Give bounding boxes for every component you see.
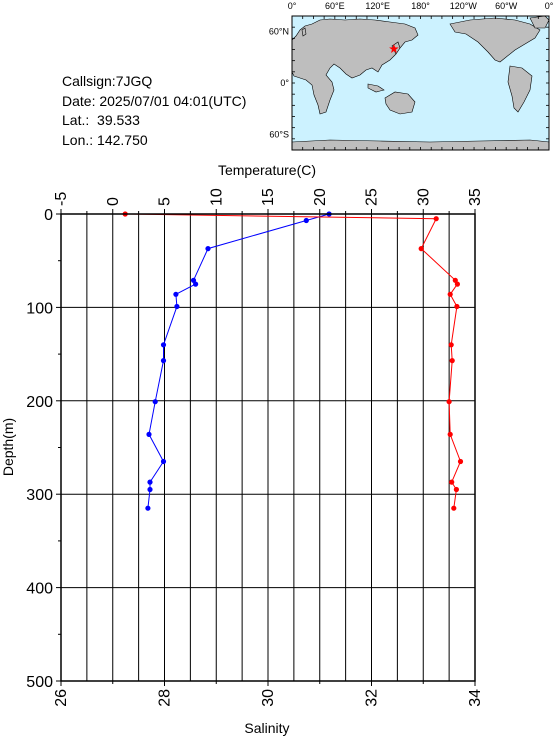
temperature-tick-label: 10 — [208, 188, 225, 206]
lat-row: Lat.: 39.533 — [62, 111, 246, 131]
salinity-tick-label: 34 — [467, 689, 484, 707]
salinity-point — [457, 458, 464, 465]
depth-axis: 0 100 200 300 400 500 — [26, 207, 61, 691]
callsign-row: Callsign:7JGQ — [62, 72, 246, 92]
station-info: Callsign:7JGQ Date: 2025/07/01 04:01(UTC… — [62, 72, 246, 150]
depth-tick-label: 300 — [26, 487, 53, 504]
temperature-tick-label: 0 — [105, 197, 122, 206]
temperature-tick-label: 30 — [415, 188, 432, 206]
salinity-tick-label: 26 — [53, 689, 70, 707]
land-south-america — [507, 65, 533, 113]
salinity-tick-label: 32 — [364, 689, 381, 707]
temperature-point — [174, 303, 180, 310]
salinity-tick-label: 30 — [260, 689, 277, 707]
temperature-point — [303, 217, 309, 224]
map-land — [291, 15, 550, 151]
land-australia — [384, 91, 416, 115]
depth-tick-label: 0 — [44, 207, 53, 224]
temperature-point — [147, 486, 153, 493]
salinity-point — [448, 342, 454, 348]
world-map: 0° 60°E 120°E 180° 120°W 60°W 0° 60°N 0° 60°S — [269, 1, 553, 151]
map-left-ticks: 60°N 0° 60°S — [269, 26, 290, 139]
lat-value: 39.533 — [97, 112, 140, 128]
temperature-point — [145, 505, 151, 511]
land-europe-africa-asia — [291, 18, 419, 115]
date-label: Date: — [62, 92, 96, 109]
salinity-point — [449, 479, 455, 485]
depth-tick-label: 400 — [26, 581, 53, 598]
depth-tick-label: 500 — [26, 674, 53, 691]
salinity-axis-label: Salinity — [244, 720, 289, 736]
map-lat-tick-label: 0° — [280, 78, 289, 88]
salinity-tick-label: 28 — [157, 689, 174, 707]
temperature-point — [173, 291, 179, 297]
salinity-point — [453, 486, 459, 493]
temperature-point — [193, 281, 199, 287]
callsign-label: Callsign: — [62, 73, 116, 89]
temperature-point — [160, 458, 167, 465]
plot-frame — [60, 213, 476, 682]
salinity-point — [433, 216, 439, 222]
map-lon-tick-label: 60°E — [325, 1, 345, 11]
temperature-point — [146, 431, 152, 437]
temperature-point — [147, 479, 153, 485]
temperature-tick-label: 25 — [364, 188, 381, 206]
temperature-tick-label: 15 — [260, 188, 277, 206]
map-lat-tick-label: 60°S — [269, 130, 289, 140]
map-lon-tick-label: 180° — [411, 1, 430, 11]
temperature-tick-label: -5 — [53, 192, 70, 206]
date-value: 2025/07/01 04:01(UTC) — [99, 92, 247, 109]
depth-axis-label: Depth(m) — [0, 418, 16, 476]
map-lon-tick-label: 120°W — [450, 1, 478, 11]
map-lon-tick-label: 120°E — [365, 1, 390, 11]
station-marker-icon — [389, 44, 399, 53]
salinity-point — [446, 399, 452, 405]
salinity-point — [452, 277, 458, 283]
land-uk — [301, 27, 307, 37]
lon-label: Lon.: — [62, 131, 94, 148]
salinity-axis: 26 28 30 32 34 — [53, 681, 484, 707]
salinity-line — [125, 213, 462, 509]
salinity-point — [447, 291, 453, 297]
callsign-value: 7JGQ — [115, 73, 153, 89]
salinity-point — [451, 505, 457, 511]
temperature-tick-label: 35 — [467, 188, 484, 206]
salinity-point — [454, 303, 460, 310]
map-frame-ticks — [291, 15, 550, 151]
temperature-point — [160, 342, 167, 348]
temperature-axis-label: Temperature(C) — [218, 162, 316, 178]
land-indonesia — [367, 83, 385, 93]
map-lat-tick-label: 60°N — [269, 26, 289, 36]
salinity-point — [454, 281, 460, 287]
depth-tick-label: 200 — [26, 394, 53, 411]
land-north-america — [449, 17, 541, 63]
lon-row: Lon.: 142.750 — [62, 131, 246, 151]
salinity-point — [449, 358, 455, 364]
temperature-tick-label: 20 — [312, 188, 329, 206]
temperature-axis: -5 0 5 10 15 20 25 30 35 — [53, 188, 484, 214]
map-lon-tick-label: 0° — [288, 1, 297, 11]
temperature-point — [190, 277, 197, 283]
map-top-ticks: 0° 60°E 120°E 180° 120°W 60°W 0° — [288, 1, 553, 11]
temperature-point — [152, 399, 158, 405]
lat-label: Lat.: — [62, 112, 90, 128]
chart-grid — [60, 214, 476, 681]
data-series — [122, 211, 464, 511]
temperature-line — [147, 213, 330, 509]
depth-tick-label: 100 — [26, 300, 53, 317]
lon-value: 142.750 — [97, 131, 148, 148]
temperature-tick-label: 5 — [157, 197, 174, 206]
salinity-point — [447, 431, 453, 437]
map-lon-tick-label: 0° — [545, 1, 553, 11]
salinity-point — [418, 246, 424, 252]
map-lon-tick-label: 60°W — [495, 1, 518, 11]
temperature-point — [160, 358, 167, 364]
date-row: Date: 2025/07/01 04:01(UTC) — [62, 92, 246, 112]
temperature-point — [205, 246, 211, 252]
